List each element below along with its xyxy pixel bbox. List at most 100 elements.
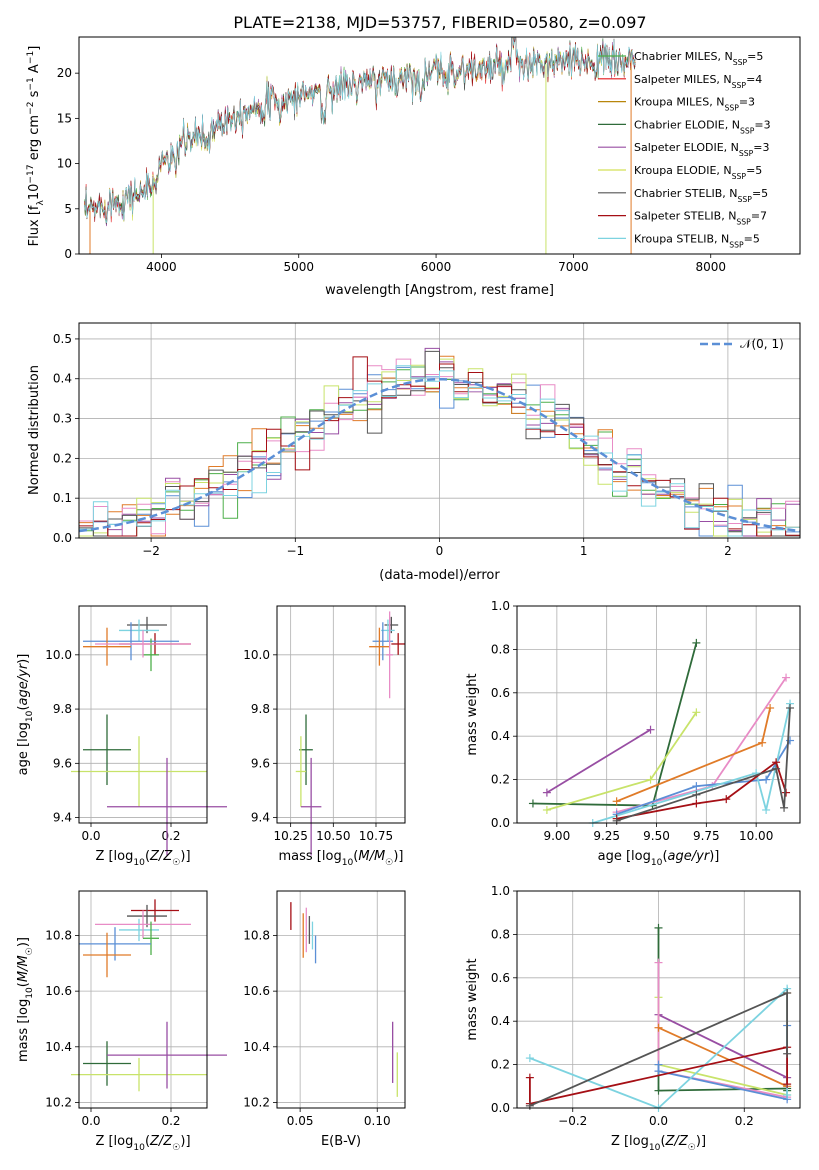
residuals-frame [78, 322, 801, 539]
y-tick-label: 1.0 [491, 884, 510, 898]
histogram-series [79, 356, 800, 537]
mass-metallicity-panel-frame [78, 890, 208, 1109]
spectrum-series-line [84, 37, 636, 222]
x-tick-label: 10.25 [273, 829, 307, 843]
y-tick-label: 9.8 [53, 702, 72, 716]
weight-series-line [592, 703, 791, 824]
spectrum-series-line [84, 37, 636, 224]
x-tick-label: 10.00 [739, 829, 773, 843]
x-tick-label: 10.50 [316, 829, 350, 843]
x-tick-label: 0.2 [161, 829, 180, 843]
y-tick-label: 0 [64, 247, 72, 261]
x-tick-label: 9.50 [643, 829, 670, 843]
x-tick-label: 0.0 [649, 1114, 668, 1128]
mass-extinction-panel-x-label: E(B-V) [321, 1134, 361, 1149]
weight-metallicity-panel: −0.2 0.0 0.2 0.0 0.2 0.4 0.6 0.8 1.0 Z [log10(Z/Z… [465, 884, 801, 1153]
spectrum-series-line [84, 37, 636, 223]
weight-series-line [657, 927, 788, 1092]
x-tick-label: 0.2 [161, 1114, 180, 1128]
spectrum-x-label: wavelength [Angstrom, rest frame] [325, 283, 554, 298]
figure-title: PLATE=2138, MJD=53757, FIBERID=0580, z=0… [233, 13, 646, 32]
y-tick-label: 10.4 [243, 1040, 270, 1054]
age-metallicity-panel-y-label: age [log10(age/yr)] [16, 654, 35, 776]
y-tick-label: 1.0 [491, 599, 510, 613]
mass-extinction-panel-frame [276, 890, 406, 1109]
residuals-panel: −2 −1 0 1 2 0.0 0.1 0.2 0.3 0.4 0.5 (data-model)/er… [27, 322, 801, 583]
y-tick-label: 5 [64, 202, 72, 216]
age-metallicity-panel-x-label: Z [log10(Z/Z☉)] [95, 849, 190, 868]
x-tick-label: 7000 [558, 260, 589, 274]
y-tick-label: 10.2 [45, 1095, 72, 1109]
x-tick-label: 9.00 [543, 829, 570, 843]
y-tick-label: 0.6 [491, 971, 510, 985]
x-tick-label: −1 [286, 544, 304, 558]
legend-label: Chabrier MILES, NSSP=5 [634, 50, 763, 67]
x-tick-label: 4000 [146, 260, 177, 274]
y-tick-label: 0.0 [491, 816, 510, 830]
y-tick-label: 10.6 [45, 984, 72, 998]
y-tick-label: 0.4 [53, 372, 72, 386]
y-tick-label: 0.3 [53, 412, 72, 426]
legend-label: 𝒩(0, 1) [740, 337, 784, 351]
x-tick-label: 0.05 [287, 1114, 314, 1128]
spectrum-series-line [84, 37, 636, 222]
mass-extinction-panel: 0.05 0.10 10.2 10.4 10.6 10.8 E(B-V) [243, 890, 406, 1149]
age-mass-panel-x-label: mass [log10(M/M☉)] [279, 849, 404, 868]
spectrum-lines [84, 37, 636, 254]
y-tick-label: 0.8 [491, 642, 510, 656]
x-tick-label: 8000 [695, 260, 726, 274]
spectrum-y-label: Flux [fλ10−17 erg cm−2 s−1 A−1] [26, 46, 46, 247]
weight-age-panel-x-label: age [log10(age/yr)] [598, 849, 720, 868]
x-tick-label: 5000 [283, 260, 314, 274]
age-mass-panel-frame [276, 605, 406, 824]
y-tick-label: 0.4 [491, 1014, 510, 1028]
x-tick-label: −2 [142, 544, 160, 558]
age-mass-panel: 10.25 10.50 10.75 9.4 9.6 9.8 10.0 mass [log10(… [243, 605, 406, 868]
legend-label: Salpeter ELODIE, NSSP=3 [634, 141, 770, 158]
weight-series-line [546, 728, 651, 794]
x-tick-label: 2 [724, 544, 732, 558]
x-tick-label: 0.0 [81, 1114, 100, 1128]
histogram-series [79, 365, 800, 537]
spectrum-frame [78, 36, 801, 255]
y-tick-label: 10.0 [243, 648, 270, 662]
legend-label: Kroupa ELODIE, NSSP=5 [634, 164, 762, 181]
weight-metallicity-panel-y-label: mass weight [465, 958, 480, 1040]
histogram-series [79, 350, 800, 537]
y-tick-label: 0.6 [491, 686, 510, 700]
x-tick-label: 0 [436, 544, 444, 558]
y-tick-label: 9.4 [251, 811, 270, 825]
x-tick-label: 0.10 [364, 1114, 391, 1128]
y-tick-label: 0.5 [53, 332, 72, 346]
y-tick-label: 10.8 [243, 929, 270, 943]
legend-label: Kroupa STELIB, NSSP=5 [634, 232, 760, 249]
residuals-x-label: (data-model)/error [379, 568, 500, 583]
spectrum-series-line [84, 37, 636, 227]
weight-metallicity-panel-frame [516, 890, 801, 1109]
x-tick-label: 10.75 [359, 829, 393, 843]
weight-series-line [529, 1046, 788, 1105]
y-tick-label: 10 [57, 157, 72, 171]
weight-metallicity-panel-x-label: Z [log10(Z/Z☉)] [611, 1134, 706, 1153]
weight-age-panel-frame [516, 605, 801, 824]
legend-label: Kroupa MILES, NSSP=3 [634, 96, 755, 113]
mass-metallicity-panel-x-label: Z [log10(Z/Z☉)] [95, 1134, 190, 1153]
x-tick-label: 0.2 [735, 1114, 754, 1128]
y-tick-label: 0.0 [53, 531, 72, 545]
x-tick-label: 1 [580, 544, 588, 558]
gaussian-curve [79, 377, 800, 533]
y-tick-label: 9.6 [53, 756, 72, 770]
x-tick-label: −0.2 [558, 1114, 587, 1128]
residuals-histograms [79, 347, 800, 537]
x-tick-label: 6000 [421, 260, 452, 274]
y-tick-label: 0.0 [491, 1101, 510, 1115]
x-tick-label: 0.0 [81, 829, 100, 843]
spectrum-series-line [84, 37, 636, 223]
weight-age-panel-y-label: mass weight [465, 673, 480, 755]
y-tick-label: 9.8 [251, 702, 270, 716]
residuals-y-label: Normed distribution [27, 365, 42, 495]
y-tick-label: 20 [57, 66, 72, 80]
weight-series-line [658, 1013, 788, 1079]
y-tick-label: 10.2 [243, 1095, 270, 1109]
